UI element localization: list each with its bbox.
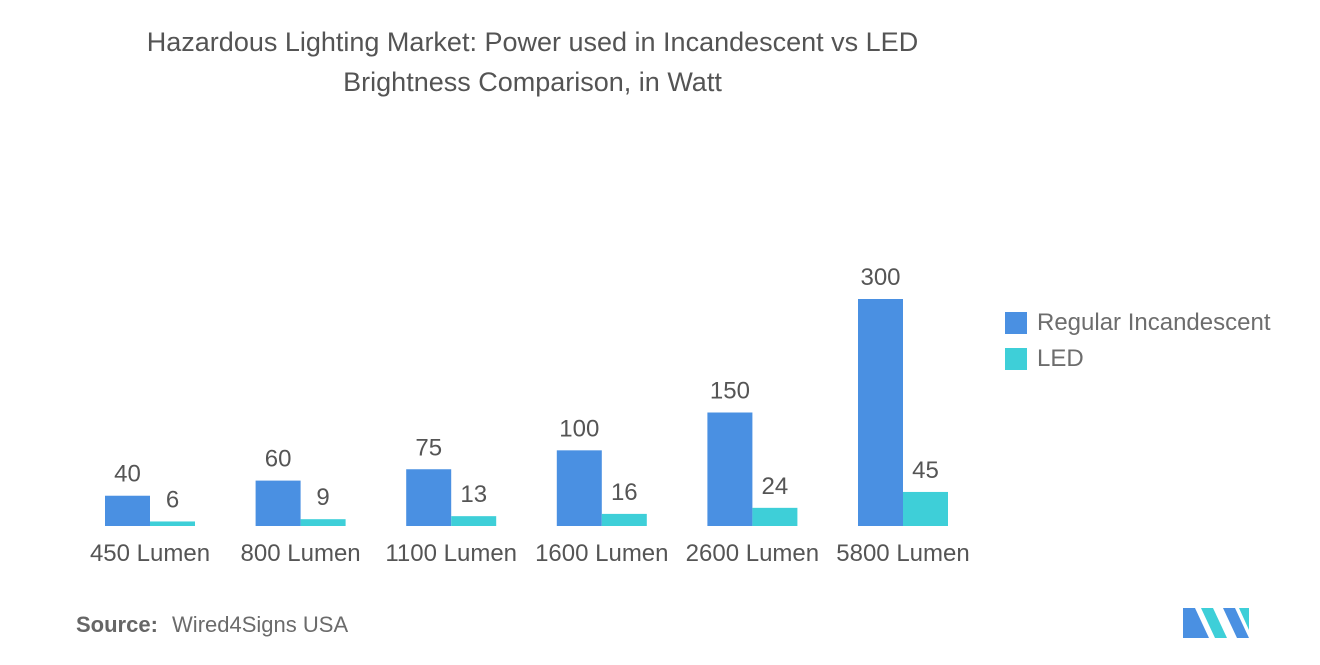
category-label-800-lumen: 800 Lumen (241, 540, 361, 567)
chart-title-line-1: Hazardous Lighting Market: Power used in… (146, 27, 919, 57)
bar-regular-incandescent-800-lumen[interactable] (255, 480, 301, 526)
value-label-led-5800-lumen: 45 (912, 457, 939, 484)
value-label-led-800-lumen: 9 (316, 484, 329, 511)
source-note: Source: Wired4Signs USA (76, 612, 348, 638)
bar-regular-incandescent-450-lumen[interactable] (105, 495, 150, 526)
category-label-450-lumen: 450 Lumen (90, 540, 210, 567)
legend-label-led: LED (1037, 345, 1084, 372)
logo-shape-right (1223, 608, 1249, 638)
bar-led-5800-lumen[interactable] (903, 491, 948, 526)
value-label-regular-incandescent-1100-lumen: 75 (415, 434, 442, 461)
logo-shape-left (1183, 608, 1209, 638)
logo-shape-middle (1201, 608, 1227, 638)
value-label-led-1600-lumen: 16 (611, 479, 638, 506)
value-label-led-2600-lumen: 24 (762, 473, 789, 500)
bar-chart: 40 6 60 9 75 13 100 16 150 24 300 45 450 Lumen 800 L… (90, 264, 970, 567)
mordor-logo-icon (1183, 608, 1249, 638)
source-text: Wired4Signs USA (172, 612, 349, 637)
value-labels-group: 40 6 60 9 75 13 100 16 150 24 300 45 (114, 264, 939, 513)
chart-title-line-2: Brightness Comparison, in Watt (343, 67, 722, 97)
value-label-regular-incandescent-450-lumen: 40 (114, 461, 141, 488)
bar-led-800-lumen[interactable] (300, 519, 346, 526)
value-label-led-450-lumen: 6 (166, 486, 179, 513)
category-label-2600-lumen: 2600 Lumen (686, 540, 819, 567)
value-label-led-1100-lumen: 13 (460, 481, 487, 508)
bar-regular-incandescent-2600-lumen[interactable] (707, 412, 753, 527)
value-label-regular-incandescent-2600-lumen: 150 (710, 378, 750, 405)
legend-label-regular-incandescent: Regular Incandescent (1037, 309, 1271, 336)
legend-item-led[interactable]: LED (1005, 341, 1270, 377)
bar-led-1100-lumen[interactable] (451, 516, 497, 526)
value-label-regular-incandescent-5800-lumen: 300 (860, 264, 900, 291)
bar-led-450-lumen[interactable] (150, 521, 195, 526)
value-label-regular-incandescent-1600-lumen: 100 (559, 415, 599, 442)
legend-item-regular-incandescent[interactable]: Regular Incandescent (1005, 305, 1270, 341)
bar-regular-incandescent-1600-lumen[interactable] (556, 450, 602, 526)
bar-regular-incandescent-1100-lumen[interactable] (406, 469, 452, 526)
bar-led-2600-lumen[interactable] (752, 507, 798, 526)
category-labels-group: 450 Lumen 800 Lumen 1100 Lumen 1600 Lumen 26… (90, 540, 970, 567)
legend-swatch-regular-incandescent (1005, 312, 1027, 334)
category-label-1100-lumen: 1100 Lumen (385, 540, 517, 567)
chart-title: Hazardous Lighting Market: Power used in… (40, 22, 1025, 102)
logo-shape-right-bar (1239, 608, 1249, 630)
category-label-5800-lumen: 5800 Lumen (836, 540, 969, 567)
value-label-regular-incandescent-800-lumen: 60 (265, 446, 292, 473)
bars-group (105, 299, 948, 526)
legend: Regular Incandescent LED (1005, 305, 1270, 377)
category-label-1600-lumen: 1600 Lumen (535, 540, 668, 567)
bar-led-1600-lumen[interactable] (601, 513, 647, 526)
bar-regular-incandescent-5800-lumen[interactable] (858, 299, 903, 526)
legend-swatch-led (1005, 348, 1027, 370)
source-label: Source: (76, 612, 158, 637)
